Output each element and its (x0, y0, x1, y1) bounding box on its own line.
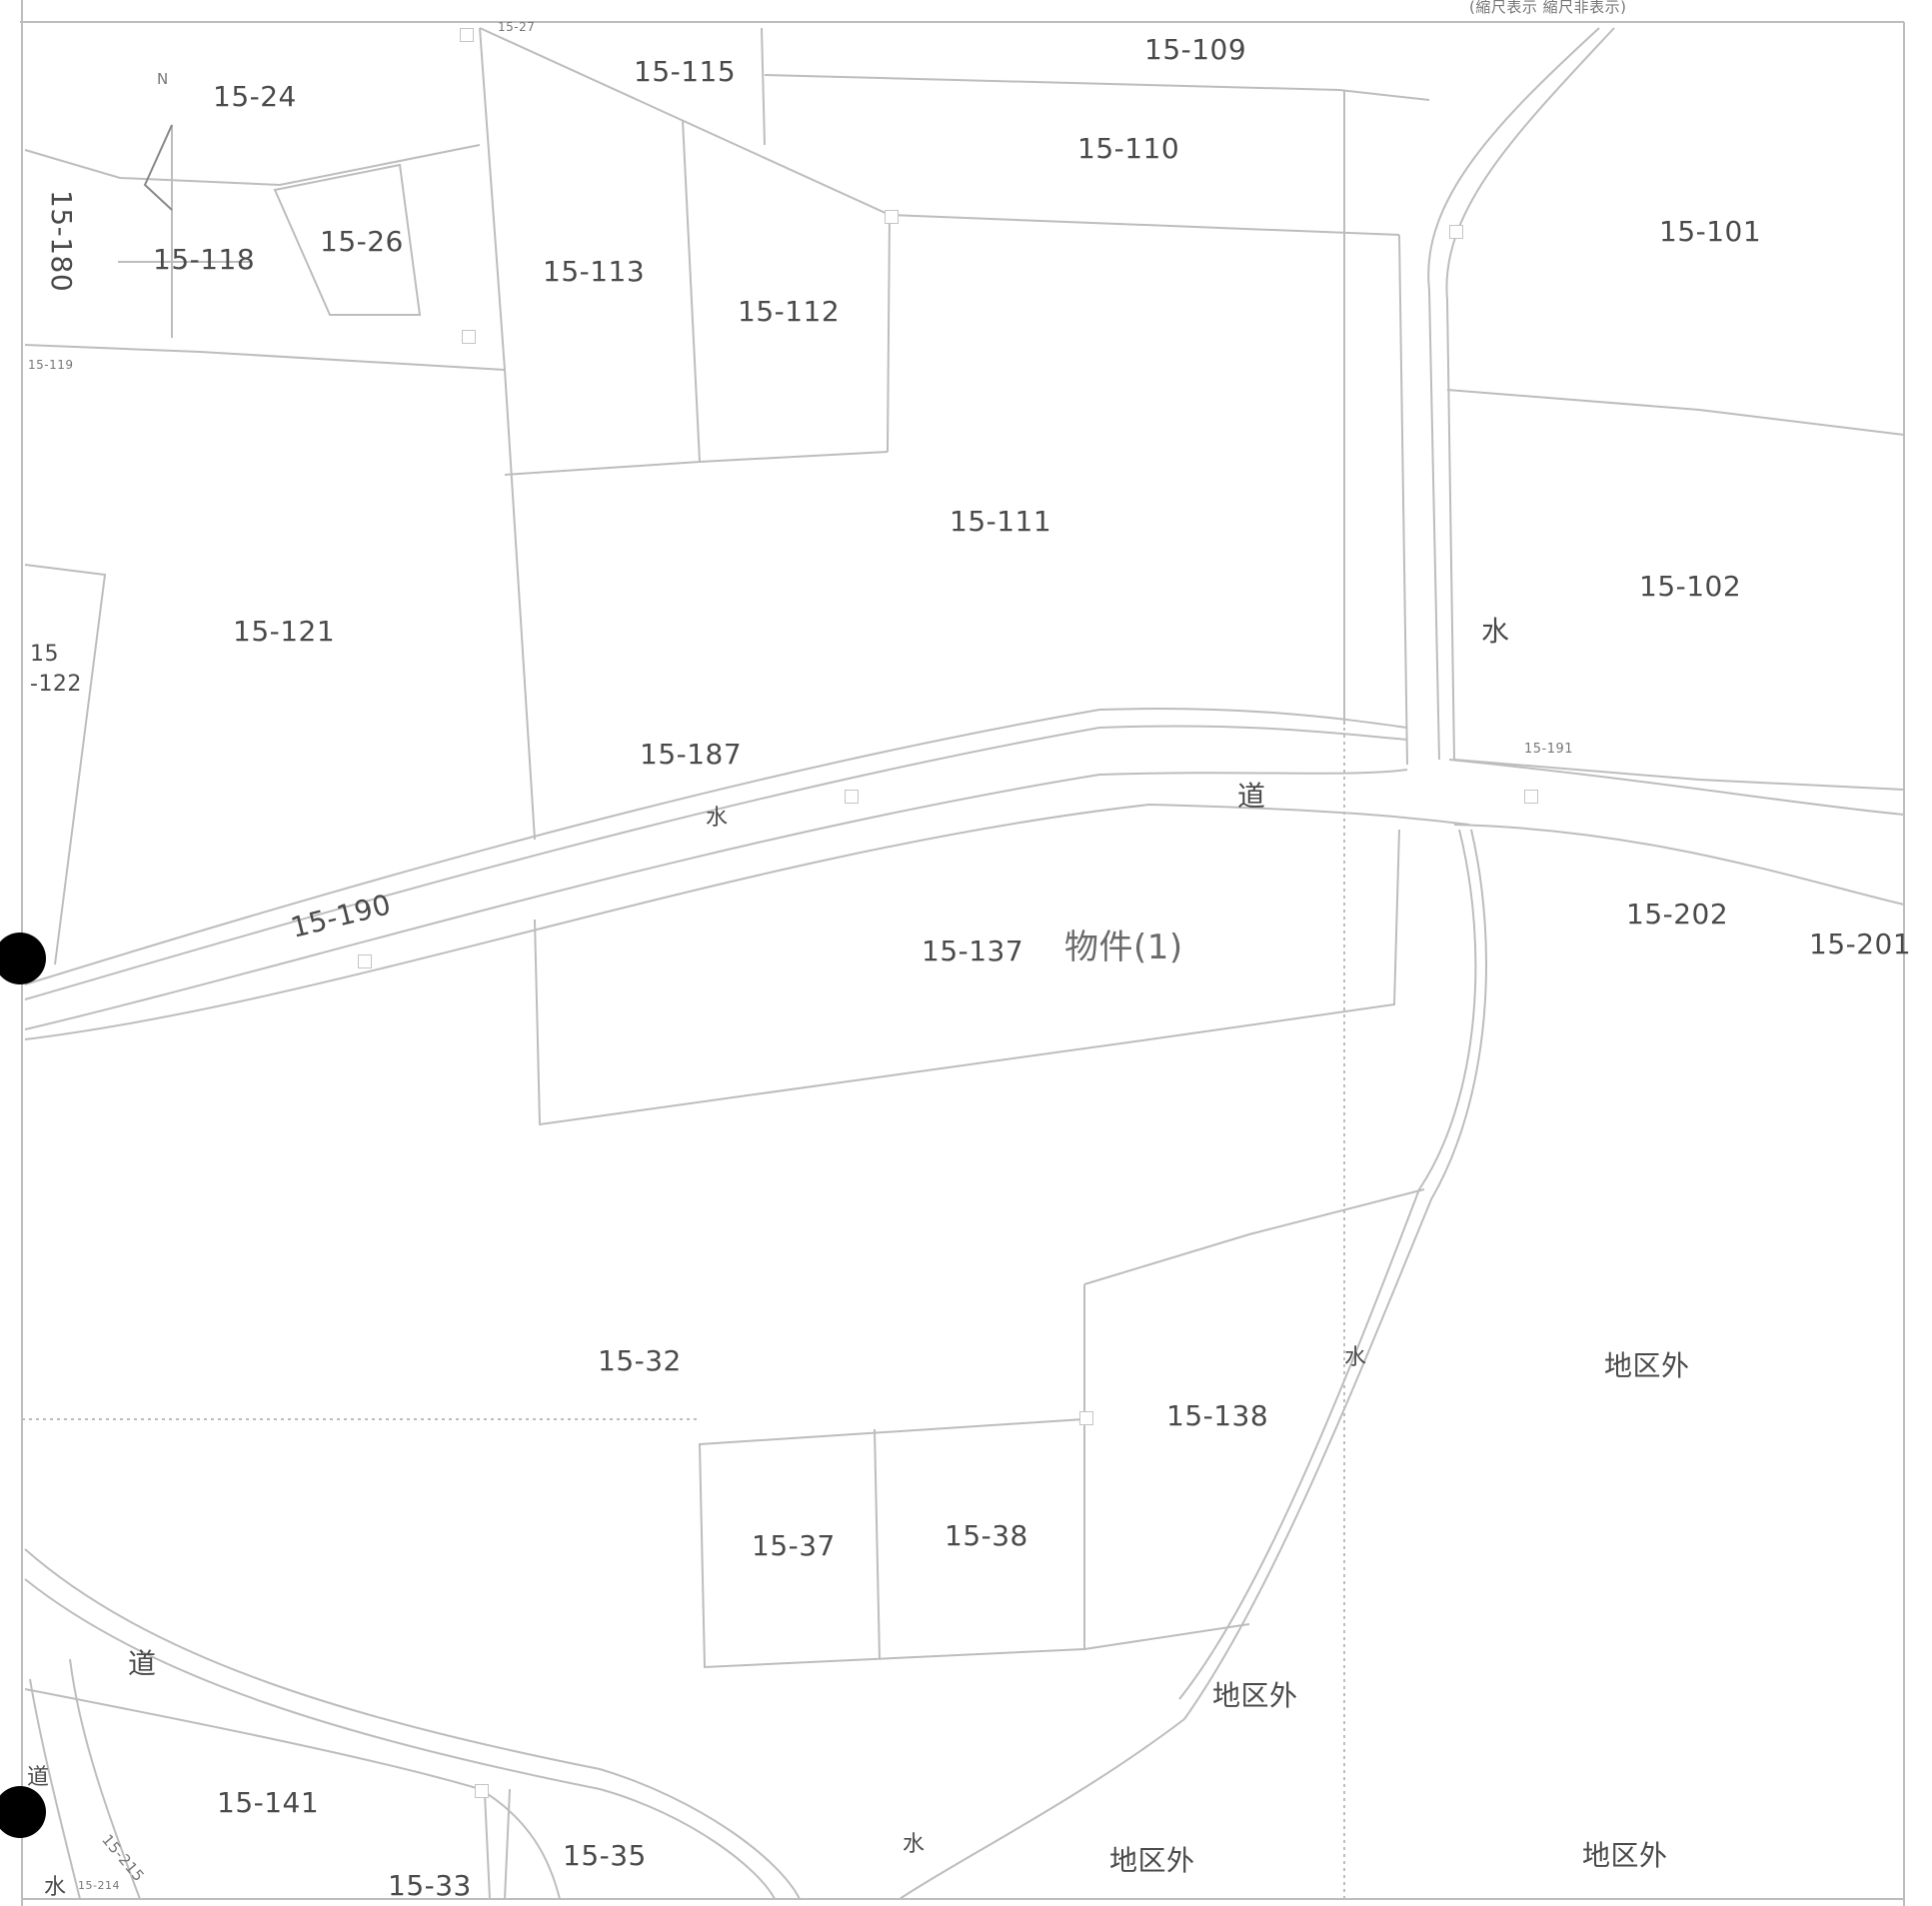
boundary-line (874, 1428, 881, 1660)
water-label: 水 (1481, 615, 1510, 648)
parcel-label-15-122: 15 (30, 642, 59, 667)
water-label: 水 (44, 1875, 67, 1900)
boundary-marker (885, 210, 899, 224)
boundary-line (889, 214, 1400, 236)
header-text: (縮尺表示 縮尺非表示) (1469, 0, 1627, 16)
boundary-marker (358, 954, 372, 968)
compass-north-label: N (157, 70, 169, 88)
parcel-label-15-214: 15-214 (78, 1879, 120, 1892)
boundary-line (504, 451, 889, 476)
parcel-15-37-38 (698, 1417, 1085, 1669)
road-edge (24, 769, 1408, 1030)
boundary-line (484, 1793, 491, 1900)
road-edge (1448, 759, 1905, 816)
boundary-line (1083, 1623, 1250, 1650)
parcel-label-15-27: 15-27 (498, 20, 536, 34)
boundary-line (761, 27, 766, 146)
boundary-line (504, 1788, 511, 1900)
boundary-line (24, 344, 506, 371)
boundary-marker (462, 330, 476, 344)
outside-district-label: 地区外 (1604, 1349, 1690, 1382)
parcel-label-15-137: 15-137 (922, 935, 1024, 967)
outside-district-label: 地区外 (1109, 1844, 1195, 1877)
boundary-line (1398, 234, 1408, 766)
road-edge (24, 725, 1408, 1000)
boundary-marker (475, 1784, 489, 1798)
boundary-marker (1449, 225, 1463, 239)
property-label: 物件(1) (1064, 928, 1183, 967)
parcel-label-15-109: 15-109 (1144, 33, 1247, 66)
road-label: 道 (128, 1647, 157, 1680)
road-edge (24, 1548, 801, 1900)
parcel-label-15-122: -122 (30, 672, 82, 697)
channel-edge (1445, 27, 1615, 761)
boundary-line (24, 564, 107, 965)
road-edge (1453, 824, 1905, 906)
boundary-line (479, 27, 891, 216)
parcel-label-15-35: 15-35 (563, 1839, 647, 1872)
parcel-label-15-111: 15-111 (950, 505, 1052, 538)
parcel-label-15-112: 15-112 (738, 295, 841, 328)
parcel-label-15-24: 15-24 (213, 80, 297, 113)
parcel-label-15-121: 15-121 (233, 615, 336, 648)
boundary-line (1083, 1188, 1425, 1285)
outside-district-label: 地区外 (1212, 1679, 1298, 1712)
boundary-line (887, 214, 891, 453)
channel-edge (1427, 27, 1600, 761)
boundary-marker (1079, 1411, 1093, 1425)
road-edge (24, 708, 1408, 985)
road-label: 道 (1237, 780, 1266, 813)
outside-district-label: 地区外 (1582, 1839, 1668, 1872)
parcel-label-15-101: 15-101 (1659, 215, 1762, 248)
boundary-line (479, 27, 506, 371)
boundary-line (764, 74, 1430, 101)
boundary-line (534, 829, 1400, 1126)
parcel-label-15-141: 15-141 (217, 1786, 320, 1819)
water-label: 水 (706, 806, 729, 831)
boundary-line (1446, 389, 1905, 436)
boundary-marker (460, 28, 474, 42)
road-edge (24, 1578, 776, 1900)
boundary-line (1453, 759, 1905, 791)
parcel-label-15-201: 15-201 (1809, 928, 1912, 960)
parcel-label-15-119: 15-119 (28, 358, 74, 372)
parcel-label-15-33: 15-33 (388, 1869, 472, 1902)
parcel-label-15-180: 15-180 (45, 190, 78, 293)
parcel-label-15-110: 15-110 (1077, 132, 1180, 165)
channel-edge (1183, 829, 1488, 1720)
parcel-label-15-37: 15-37 (752, 1529, 836, 1562)
parcel-label-15-138: 15-138 (1166, 1399, 1269, 1432)
parcel-label-15-191: 15-191 (1524, 742, 1574, 757)
parcel-label-15-113: 15-113 (543, 255, 646, 288)
water-label: 水 (903, 1832, 926, 1857)
road-edge (69, 1658, 141, 1900)
road-edge (29, 1678, 81, 1900)
parcel-label-15-118: 15-118 (153, 243, 256, 276)
parcel-label-15-38: 15-38 (945, 1519, 1028, 1552)
compass-arrow (143, 124, 173, 211)
channel-edge (899, 1718, 1185, 1900)
parcel-label-15-115: 15-115 (634, 55, 737, 88)
parcel-label-15-187: 15-187 (640, 738, 743, 771)
parcel-label-15-102: 15-102 (1639, 570, 1742, 603)
road-edge (24, 1688, 561, 1900)
boundary-marker (845, 790, 859, 804)
boundary-line (682, 119, 701, 463)
parcel-15-26 (273, 163, 422, 316)
road-label: 道 (27, 1765, 50, 1790)
boundary-line (504, 369, 536, 841)
registration-dot (0, 1786, 46, 1838)
registration-dot (0, 933, 46, 984)
boundary-marker (1524, 790, 1538, 804)
water-label: 水 (1344, 1345, 1367, 1370)
boundary-line (24, 144, 481, 187)
channel-edge (1178, 829, 1477, 1700)
parcel-label-15-26: 15-26 (320, 225, 404, 258)
parcel-label-15-32: 15-32 (598, 1344, 682, 1377)
parcel-label-15-202: 15-202 (1626, 898, 1729, 931)
road-edge (24, 803, 1470, 1040)
